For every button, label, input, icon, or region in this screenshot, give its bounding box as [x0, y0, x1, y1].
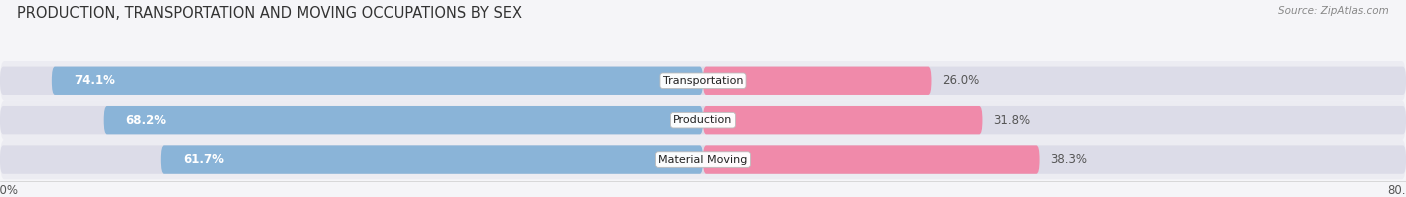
- FancyBboxPatch shape: [104, 106, 703, 134]
- FancyBboxPatch shape: [0, 106, 1406, 134]
- FancyBboxPatch shape: [0, 100, 1406, 140]
- Text: 26.0%: 26.0%: [942, 74, 979, 87]
- Text: 68.2%: 68.2%: [125, 114, 167, 127]
- FancyBboxPatch shape: [703, 145, 1039, 174]
- Text: Material Moving: Material Moving: [658, 155, 748, 164]
- FancyBboxPatch shape: [52, 67, 703, 95]
- Text: Source: ZipAtlas.com: Source: ZipAtlas.com: [1278, 6, 1389, 16]
- Text: PRODUCTION, TRANSPORTATION AND MOVING OCCUPATIONS BY SEX: PRODUCTION, TRANSPORTATION AND MOVING OC…: [17, 6, 522, 21]
- FancyBboxPatch shape: [703, 67, 932, 95]
- FancyBboxPatch shape: [0, 140, 1406, 179]
- FancyBboxPatch shape: [0, 145, 1406, 174]
- Text: Production: Production: [673, 115, 733, 125]
- FancyBboxPatch shape: [160, 145, 703, 174]
- Text: Transportation: Transportation: [662, 76, 744, 86]
- Text: 38.3%: 38.3%: [1050, 153, 1087, 166]
- FancyBboxPatch shape: [0, 67, 1406, 95]
- Text: 74.1%: 74.1%: [75, 74, 115, 87]
- FancyBboxPatch shape: [0, 61, 1406, 100]
- FancyBboxPatch shape: [703, 106, 983, 134]
- Text: 61.7%: 61.7%: [183, 153, 224, 166]
- Text: 31.8%: 31.8%: [993, 114, 1031, 127]
